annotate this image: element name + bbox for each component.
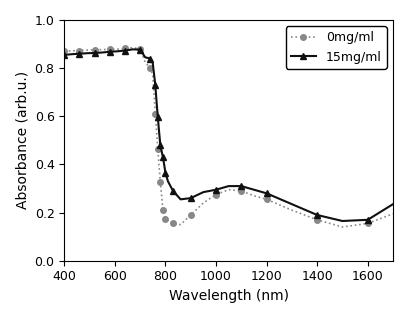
0mg/ml	[188, 213, 193, 217]
15mg/ml	[162, 162, 166, 166]
0mg/ml	[315, 218, 319, 222]
0mg/ml	[122, 46, 127, 50]
15mg/ml	[251, 188, 256, 192]
0mg/ml	[69, 49, 74, 53]
X-axis label: Wavelength (nm): Wavelength (nm)	[169, 289, 288, 303]
Line: 15mg/ml: 15mg/ml	[62, 47, 396, 224]
15mg/ml	[62, 53, 67, 57]
0mg/ml	[62, 49, 67, 53]
0mg/ml	[160, 208, 165, 212]
0mg/ml	[137, 47, 142, 51]
15mg/ml	[92, 51, 97, 55]
15mg/ml	[159, 149, 164, 153]
Y-axis label: Absorbance (arb.u.): Absorbance (arb.u.)	[15, 71, 29, 210]
0mg/ml	[143, 60, 148, 64]
0mg/ml	[365, 222, 370, 225]
Legend: 0mg/ml, 15mg/ml: 0mg/ml, 15mg/ml	[286, 26, 387, 68]
15mg/ml	[148, 57, 153, 60]
15mg/ml	[150, 61, 155, 65]
15mg/ml	[178, 197, 183, 201]
Line: 0mg/ml: 0mg/ml	[62, 45, 396, 230]
15mg/ml	[100, 51, 105, 54]
15mg/ml	[213, 188, 218, 192]
15mg/ml	[289, 202, 294, 206]
15mg/ml	[365, 218, 370, 222]
15mg/ml	[239, 184, 244, 188]
0mg/ml	[115, 47, 120, 51]
15mg/ml	[69, 52, 74, 56]
0mg/ml	[154, 129, 159, 133]
0mg/ml	[157, 165, 162, 169]
15mg/ml	[188, 196, 193, 200]
15mg/ml	[158, 143, 163, 147]
15mg/ml	[154, 100, 159, 104]
0mg/ml	[107, 47, 112, 51]
0mg/ml	[289, 208, 294, 212]
0mg/ml	[162, 213, 166, 217]
15mg/ml	[226, 184, 231, 188]
0mg/ml	[171, 222, 175, 225]
15mg/ml	[137, 48, 142, 52]
0mg/ml	[163, 217, 168, 220]
0mg/ml	[148, 66, 153, 70]
15mg/ml	[84, 51, 89, 55]
0mg/ml	[178, 223, 183, 226]
15mg/ml	[153, 83, 158, 87]
0mg/ml	[264, 197, 269, 201]
0mg/ml	[77, 49, 82, 52]
0mg/ml	[92, 48, 97, 52]
0mg/ml	[153, 112, 158, 116]
0mg/ml	[158, 181, 163, 184]
0mg/ml	[213, 193, 218, 197]
0mg/ml	[155, 147, 160, 151]
15mg/ml	[390, 202, 395, 206]
0mg/ml	[390, 212, 395, 216]
15mg/ml	[160, 155, 165, 159]
15mg/ml	[157, 130, 162, 134]
15mg/ml	[143, 55, 148, 59]
0mg/ml	[130, 46, 135, 50]
0mg/ml	[159, 194, 164, 197]
15mg/ml	[155, 115, 160, 119]
0mg/ml	[226, 188, 231, 192]
15mg/ml	[171, 189, 175, 193]
0mg/ml	[201, 201, 206, 205]
15mg/ml	[107, 50, 112, 54]
0mg/ml	[340, 225, 345, 229]
15mg/ml	[201, 190, 206, 194]
0mg/ml	[100, 48, 105, 52]
15mg/ml	[340, 219, 345, 223]
15mg/ml	[315, 213, 319, 217]
15mg/ml	[115, 49, 120, 53]
15mg/ml	[77, 52, 82, 56]
0mg/ml	[84, 48, 89, 52]
0mg/ml	[239, 189, 244, 193]
15mg/ml	[166, 179, 171, 183]
15mg/ml	[264, 191, 269, 195]
0mg/ml	[150, 73, 155, 77]
15mg/ml	[130, 47, 135, 51]
15mg/ml	[163, 171, 168, 175]
0mg/ml	[251, 194, 256, 197]
0mg/ml	[166, 219, 171, 223]
15mg/ml	[122, 49, 127, 52]
